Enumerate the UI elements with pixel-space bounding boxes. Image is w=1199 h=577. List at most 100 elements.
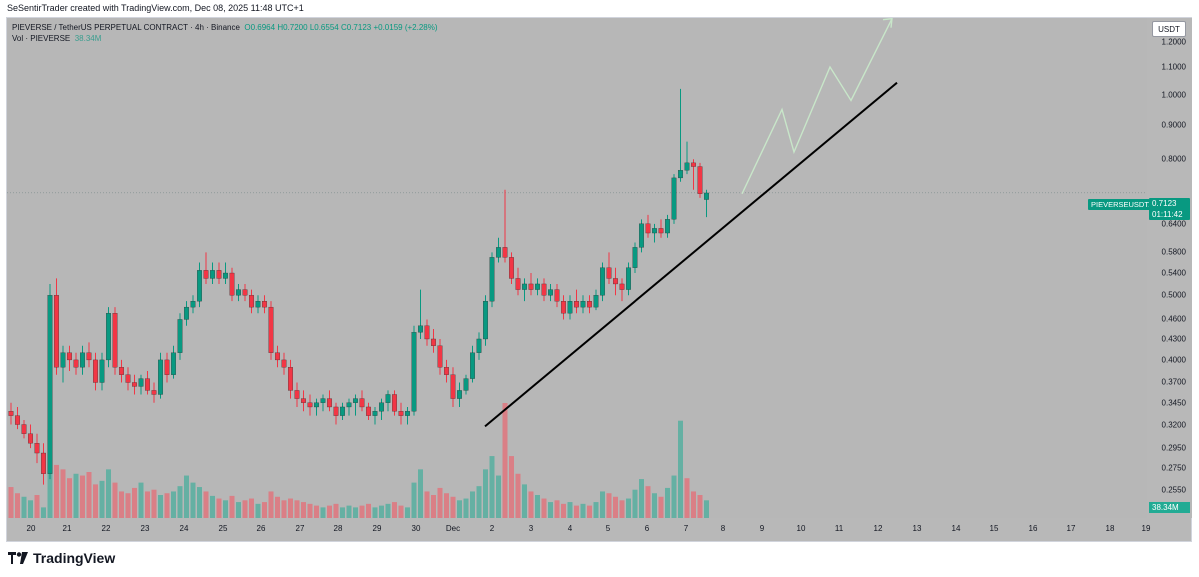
candle-body	[177, 319, 183, 353]
candle-body	[275, 352, 280, 361]
candle-body	[684, 162, 690, 171]
candle-body	[320, 398, 326, 403]
time-axis-label: 27	[295, 524, 305, 533]
candle-body	[691, 162, 696, 167]
time-axis-label: 26	[256, 524, 266, 533]
volume-bar	[73, 473, 79, 518]
time-axis-label: 2	[489, 524, 495, 533]
volume-bar	[704, 500, 709, 518]
candle-body	[697, 166, 703, 194]
candle-body	[450, 374, 456, 399]
legend-volume-row: Vol · PIEVERSE 38.34M	[12, 33, 438, 44]
time-axis-label: 15	[989, 524, 999, 533]
candle-body	[658, 228, 664, 234]
volume-bar	[164, 493, 170, 518]
volume-bar	[28, 500, 33, 518]
tradingview-logo[interactable]: TradingView	[8, 548, 115, 568]
price-axis-label: 0.9000	[1161, 120, 1186, 130]
candle-body	[502, 247, 508, 258]
price-axis-label: 1.0000	[1161, 90, 1186, 100]
time-axis-label: 17	[1066, 524, 1076, 533]
volume-bar	[678, 420, 683, 518]
volume-bar	[658, 496, 664, 518]
candle-body	[528, 283, 534, 290]
legend-symbol[interactable]: PIEVERSE / TetherUS PERPETUAL CONTRACT ·…	[12, 23, 240, 32]
price-axis-label: 1.1000	[1161, 62, 1186, 72]
price-chart-pane[interactable]	[7, 18, 1147, 518]
volume-bar	[561, 503, 566, 518]
candle-body	[60, 352, 66, 368]
candle-body	[509, 257, 514, 279]
candle-body	[580, 301, 586, 308]
candle-body	[132, 382, 137, 387]
time-axis[interactable]: 20 21 22 23 24 25 26 27 28 29 30 Dec 2 3 4 5 6 7 8 9 10 11 12 1…	[7, 518, 1151, 542]
volume-bar	[697, 495, 703, 518]
candle-body	[8, 411, 14, 416]
volume-bar	[691, 491, 696, 518]
time-axis-label: 21	[62, 524, 72, 533]
volume-bar	[138, 482, 144, 518]
candle-body	[301, 398, 306, 403]
volume-bar	[632, 489, 638, 518]
volume-bar	[587, 505, 592, 518]
volume-bar	[216, 498, 222, 518]
candle-body	[73, 359, 79, 368]
volume-bar	[671, 475, 677, 518]
time-axis-label: 23	[140, 524, 150, 533]
volume-bar	[262, 502, 267, 518]
candle-body	[346, 402, 352, 408]
legend-volume-value: 38.34M	[74, 34, 102, 43]
volume-bar	[346, 505, 352, 518]
projection-path	[741, 18, 893, 195]
volume-bar	[476, 486, 482, 518]
volume-bar	[372, 507, 378, 518]
candle-body	[86, 352, 92, 361]
currency-button[interactable]: USDT	[1152, 21, 1186, 37]
price-axis-label: 0.3450	[1161, 398, 1186, 408]
candle-body	[606, 267, 612, 279]
time-axis-label: 24	[179, 524, 189, 533]
price-axis[interactable]: 1.2000 1.1000 1.0000 0.9000 0.8000 0.6400 0.58…	[1147, 18, 1192, 518]
volume-bar	[314, 505, 319, 518]
volume-bar	[184, 475, 189, 518]
volume-bar	[333, 503, 339, 518]
price-axis-label: 0.2750	[1161, 463, 1186, 473]
last-price-tag: 0.7123 01:11:42	[1149, 198, 1190, 220]
candle-body	[268, 306, 274, 353]
candle-body	[34, 443, 40, 454]
volume-bar	[509, 456, 514, 518]
volume-bar	[665, 487, 670, 518]
time-axis-label: 30	[411, 524, 421, 533]
candle-body	[405, 411, 410, 416]
volume-bar	[515, 473, 521, 518]
time-axis-label: 8	[720, 524, 726, 533]
price-axis-label: 0.2950	[1161, 443, 1186, 453]
candle-body	[489, 257, 495, 302]
bar-countdown: 01:11:42	[1152, 210, 1183, 219]
volume-bar	[366, 503, 371, 518]
candle-body	[255, 301, 261, 308]
volume-bar	[294, 500, 300, 518]
time-axis-label: 19	[1141, 524, 1151, 533]
time-axis-label: 25	[218, 524, 228, 533]
candle-body	[210, 270, 215, 279]
volume-bar	[158, 495, 163, 518]
volume-bar	[242, 500, 248, 518]
volume-bar	[132, 487, 137, 518]
volume-bar	[613, 496, 618, 518]
candlestick-chart[interactable]	[7, 18, 1147, 518]
candle-body	[645, 223, 651, 234]
volume-bar	[171, 491, 176, 518]
candle-body	[444, 367, 449, 375]
volume-bar	[281, 500, 287, 518]
candle-body	[294, 390, 300, 399]
legend-low: L0.6554	[309, 23, 339, 32]
volume-bar	[112, 482, 118, 518]
price-axis-label: 0.6400	[1161, 219, 1186, 229]
time-axis-label: 9	[759, 524, 765, 533]
time-axis-label: 14	[951, 524, 961, 533]
candle-body	[535, 283, 540, 290]
projection-arrowhead	[882, 18, 893, 28]
volume-bar	[93, 484, 98, 518]
legend-volume-label[interactable]: Vol · PIEVERSE	[12, 34, 71, 43]
